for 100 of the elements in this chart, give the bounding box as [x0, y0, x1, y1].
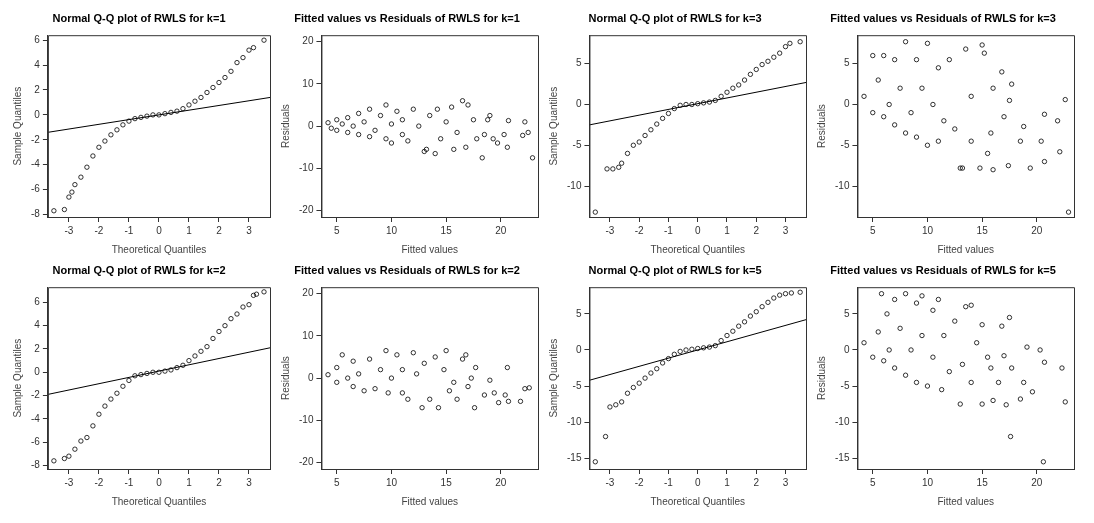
y-axis-title: Residuals: [279, 104, 291, 149]
x-tick-label: -3: [605, 476, 615, 488]
x-tick-label: 3: [246, 476, 253, 488]
x-tick-label: 10: [921, 476, 934, 488]
y-tick-label: 0: [843, 98, 850, 110]
y-tick-label: 6: [34, 296, 41, 308]
y-tick-label: 5: [843, 57, 850, 69]
y-tick-label: 5: [575, 57, 582, 69]
x-tick-label: 5: [869, 224, 876, 236]
x-tick-label: 1: [186, 476, 193, 488]
chart-title: Fitted values vs Residuals of RWLS for k=2: [294, 263, 520, 276]
x-tick-label: 10: [385, 224, 398, 236]
x-axis-title: Fitted values: [401, 495, 459, 507]
y-axis-title: Sample Quantiles: [547, 338, 559, 418]
y-axis-title: Sample Quantiles: [11, 86, 23, 166]
x-tick-label: 2: [216, 224, 223, 236]
y-tick-label: 0: [575, 343, 582, 355]
x-tick-label: 0: [694, 224, 701, 236]
y-tick-label: -10: [299, 162, 314, 174]
chart-title: Fitted values vs Residuals of RWLS for k=1: [294, 11, 520, 24]
y-tick-label: -15: [567, 451, 582, 463]
x-tick-label: 3: [246, 224, 253, 236]
y-tick-label: 0: [34, 366, 41, 378]
y-tick-label: -2: [30, 389, 41, 401]
y-tick-label: 4: [34, 58, 41, 70]
x-tick-label: 0: [694, 476, 701, 488]
y-tick-label: -20: [299, 456, 314, 468]
y-axis-title: Sample Quantiles: [11, 338, 23, 418]
x-tick-label: -2: [94, 476, 104, 488]
y-tick-label: -4: [30, 412, 41, 424]
x-tick-label: 20: [495, 224, 507, 236]
y-axis-title: Residuals: [815, 104, 827, 149]
x-tick-label: 1: [724, 476, 731, 488]
x-axis-title: Fitted values: [937, 495, 995, 507]
y-tick-label: 0: [307, 371, 314, 383]
y-tick-label: 0: [307, 119, 314, 131]
x-tick-label: -2: [94, 224, 104, 236]
y-tick-label: 20: [302, 35, 314, 47]
x-tick-label: 15: [976, 476, 989, 488]
y-tick-label: -10: [567, 179, 582, 191]
x-tick-label: 20: [1031, 476, 1043, 488]
x-tick-label: 1: [724, 224, 731, 236]
y-tick-label: 4: [34, 319, 41, 331]
y-tick-label: 0: [843, 343, 850, 355]
x-tick-label: -2: [634, 224, 645, 236]
chart-title: Normal Q-Q plot of RWLS for k=3: [588, 11, 762, 24]
x-tick-label: -3: [64, 224, 74, 236]
chart-title: Fitted values vs Residuals of RWLS for k=3: [830, 11, 1056, 24]
x-tick-label: 15: [440, 224, 453, 236]
y-tick-label: 2: [34, 83, 41, 95]
x-tick-label: -1: [124, 476, 134, 488]
y-tick-label: -20: [299, 204, 314, 216]
y-tick-label: 0: [34, 108, 41, 120]
x-tick-label: 5: [333, 224, 340, 236]
y-tick-label: 10: [302, 77, 314, 89]
x-tick-label: 0: [156, 476, 163, 488]
x-tick-label: 15: [440, 476, 453, 488]
x-tick-label: -1: [664, 476, 674, 488]
x-tick-label: 2: [753, 476, 760, 488]
y-tick-label: 5: [843, 307, 850, 319]
x-tick-label: 0: [156, 224, 163, 236]
chart-title: Normal Q-Q plot of RWLS for k=5: [588, 263, 762, 276]
y-axis-title: Residuals: [279, 356, 291, 401]
x-tick-label: 20: [1031, 224, 1043, 236]
y-tick-label: 6: [34, 33, 41, 45]
x-axis-title: Fitted values: [401, 243, 459, 255]
x-axis-title: Theoretical Quantiles: [111, 495, 207, 507]
x-tick-label: -1: [124, 224, 134, 236]
x-tick-label: 1: [186, 224, 193, 236]
y-tick-label: -5: [840, 139, 850, 151]
x-tick-label: 20: [495, 476, 507, 488]
y-tick-label: -6: [30, 183, 41, 195]
y-tick-label: -10: [567, 415, 582, 427]
x-tick-label: 10: [385, 476, 398, 488]
y-tick-label: -2: [30, 133, 41, 145]
y-tick-label: -5: [572, 139, 582, 151]
x-axis-title: Theoretical Quantiles: [111, 243, 207, 255]
chart-title: Normal Q-Q plot of RWLS for k=1: [52, 11, 226, 24]
y-tick-label: -10: [835, 179, 850, 191]
x-axis-title: Theoretical Quantiles: [650, 495, 745, 507]
y-tick-label: -5: [840, 379, 850, 391]
y-tick-label: -10: [835, 415, 850, 427]
y-tick-label: -5: [572, 379, 582, 391]
y-tick-label: -8: [30, 208, 41, 220]
x-tick-label: 2: [753, 224, 760, 236]
x-tick-label: -3: [605, 224, 615, 236]
x-tick-label: 3: [782, 224, 789, 236]
y-tick-label: 20: [302, 287, 314, 299]
y-tick-label: -6: [30, 435, 41, 447]
x-tick-label: -1: [664, 224, 674, 236]
x-tick-label: -3: [64, 476, 74, 488]
x-tick-label: 15: [976, 224, 989, 236]
y-axis-title: Sample Quantiles: [547, 86, 559, 166]
y-tick-label: -8: [30, 459, 41, 471]
y-tick-label: 5: [575, 307, 582, 319]
x-tick-label: 5: [333, 476, 340, 488]
x-tick-label: 5: [869, 476, 876, 488]
chart-title: Normal Q-Q plot of RWLS for k=2: [52, 263, 226, 276]
y-tick-label: 0: [575, 98, 582, 110]
y-tick-label: 2: [34, 342, 41, 354]
